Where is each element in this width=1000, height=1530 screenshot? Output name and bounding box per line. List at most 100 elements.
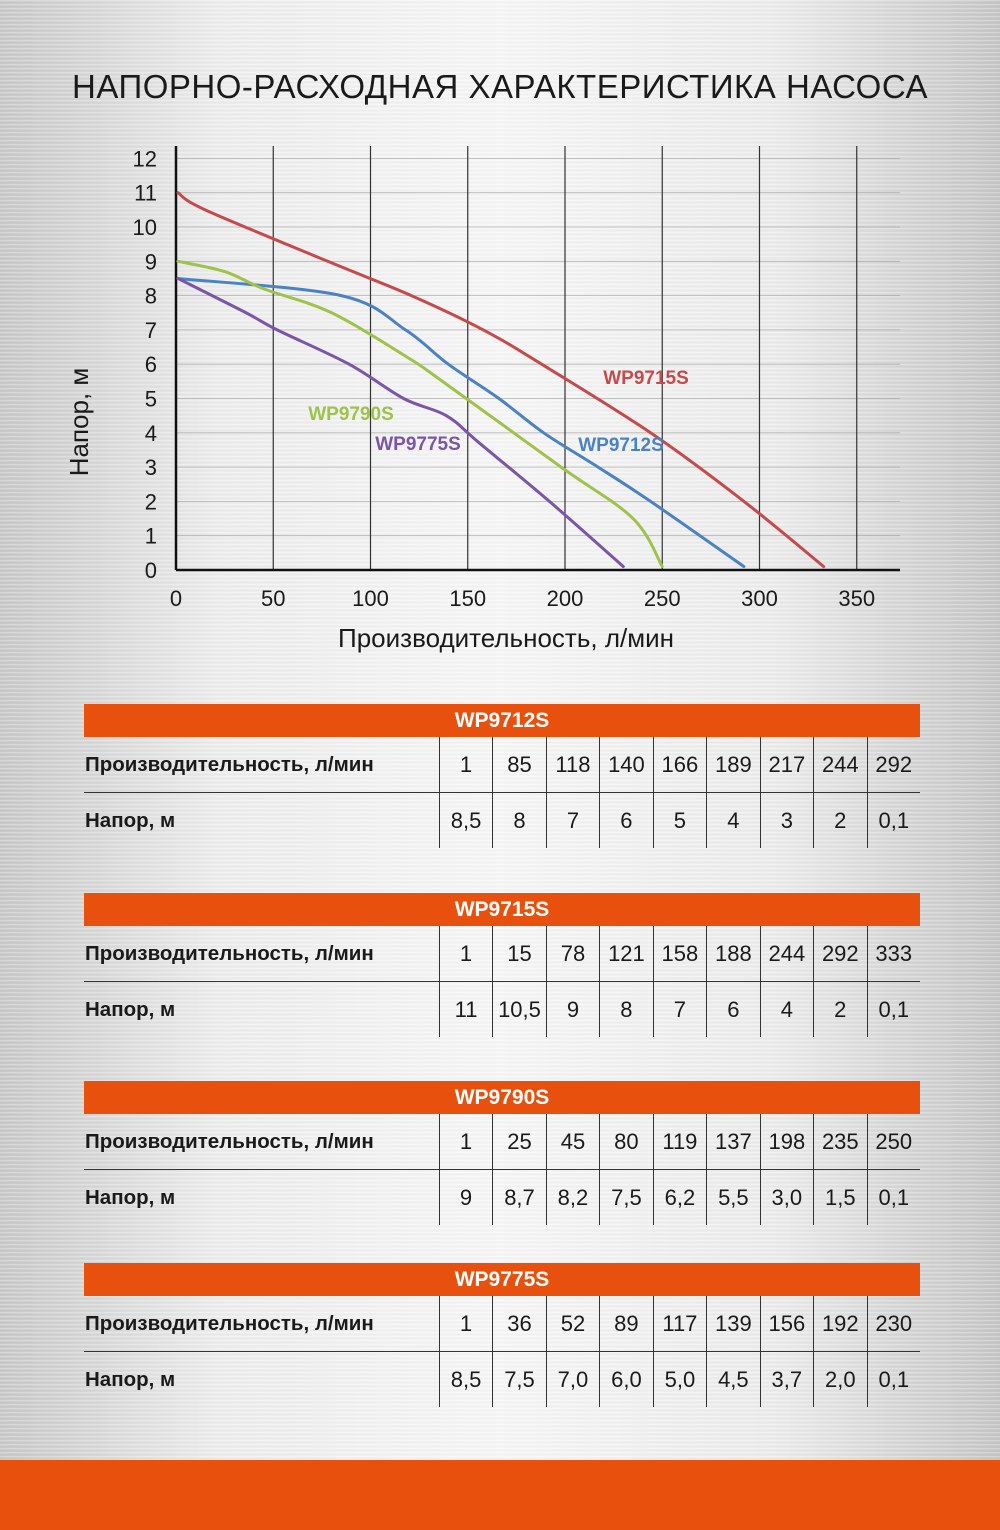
table-cell: 8,2 — [545, 1170, 599, 1225]
table-row-head-row: Напор, м 9 8,7 8,2 7,5 6,2 5,5 3,0 1,5 0,1 — [84, 1169, 920, 1225]
table-row-head-row: Напор, м 8,5 7,5 7,0 6,0 5,0 4,5 3,7 2,0 0,1 — [84, 1351, 920, 1407]
chart-axes — [174, 146, 900, 572]
y-tick-label: 9 — [145, 249, 157, 274]
table-cell: 6 — [706, 982, 759, 1037]
series-line-wp9790s — [176, 259, 664, 569]
table-cell: 7,5 — [599, 1170, 652, 1225]
table-cell: 198 — [759, 1114, 813, 1169]
table-cell: 140 — [599, 737, 652, 792]
table-cell: 189 — [706, 737, 759, 792]
table-cell: 78 — [545, 926, 599, 981]
table-cell: 80 — [599, 1114, 652, 1169]
row-label: Напор, м — [85, 809, 176, 832]
y-tick-label: 8 — [145, 284, 157, 309]
x-tick-label: 50 — [261, 586, 285, 611]
table-cell: 8 — [599, 982, 652, 1037]
table-cell: 244 — [759, 926, 813, 981]
series-label-wp9715s: WP9715S — [603, 368, 689, 389]
table-cell: 192 — [813, 1296, 866, 1351]
table-cell: 1 — [438, 926, 492, 981]
table-cell: 333 — [866, 926, 920, 981]
table-row-head-row: Напор, м 8,5 8 7 6 5 4 3 2 0,1 — [84, 792, 920, 848]
row-label: Производительность, л/мин — [85, 942, 374, 965]
table-cell: 36 — [492, 1296, 545, 1351]
series-line-wp9715s — [176, 191, 826, 569]
table-cell: 7 — [652, 982, 706, 1037]
series-line-wp9775s — [176, 276, 625, 569]
x-tick-label: 300 — [741, 586, 778, 611]
row-label: Производительность, л/мин — [85, 753, 374, 776]
table-cell: 1,5 — [813, 1170, 866, 1225]
table-cell: 52 — [545, 1296, 599, 1351]
table-cell: 121 — [599, 926, 652, 981]
row-label: Производительность, л/мин — [85, 1312, 374, 1335]
table-cell: 0,1 — [866, 1170, 920, 1225]
table-cell: 292 — [813, 926, 866, 981]
table-cell: 85 — [492, 737, 545, 792]
y-tick-label: 2 — [145, 489, 157, 514]
y-tick-label: 7 — [145, 318, 157, 343]
table-cell: 235 — [813, 1114, 866, 1169]
y-tick-label: 6 — [145, 352, 157, 377]
table-cell: 119 — [652, 1114, 706, 1169]
table-cell: 7,0 — [545, 1352, 599, 1407]
x-tick-label: 150 — [449, 586, 486, 611]
table-cell: 3 — [759, 793, 813, 848]
table-cell: 10,5 — [492, 982, 545, 1037]
y-tick-label: 1 — [145, 524, 157, 549]
table-cell: 15 — [492, 926, 545, 981]
table-cell: 3,7 — [759, 1352, 813, 1407]
table-header-model: WP9715S — [84, 893, 920, 926]
table-cell: 7,5 — [492, 1352, 545, 1407]
table-cell: 4 — [759, 982, 813, 1037]
y-tick-label: 5 — [145, 387, 157, 412]
table-header-model: WP9775S — [84, 1263, 920, 1296]
table-cell: 2 — [813, 982, 866, 1037]
footer-band — [0, 1460, 1000, 1530]
table-cell: 188 — [706, 926, 759, 981]
chart-series — [176, 191, 826, 569]
table-row-flow-row: Производительность, л/мин 1 15 78 121 158 188 2… — [84, 926, 920, 981]
table-header-model: WP9712S — [84, 704, 920, 737]
table-cell: 0,1 — [866, 982, 920, 1037]
table-cell: 3,0 — [759, 1170, 813, 1225]
table-cell: 8,7 — [492, 1170, 545, 1225]
table-cell: 1 — [438, 1114, 492, 1169]
table-cell: 117 — [652, 1296, 706, 1351]
table-cell: 45 — [545, 1114, 599, 1169]
table-cell: 5,0 — [652, 1352, 706, 1407]
series-label-wp9790s: WP9790S — [308, 404, 394, 425]
table-row-flow-row: Производительность, л/мин 1 25 45 80 119 137 19… — [84, 1114, 920, 1169]
x-axis-label: Производительность, л/мин — [338, 623, 674, 653]
table-cell: 0,1 — [866, 1352, 920, 1407]
table-cell: 156 — [759, 1296, 813, 1351]
table-cell: 5 — [652, 793, 706, 848]
table-row-head-row: Напор, м 11 10,5 9 8 7 6 4 2 0,1 — [84, 981, 920, 1037]
row-label: Напор, м — [85, 1368, 176, 1391]
table-cell: 6,2 — [652, 1170, 706, 1225]
table-header-model: WP9790S — [84, 1081, 920, 1114]
table-cell: 139 — [706, 1296, 759, 1351]
table-cell: 118 — [545, 737, 599, 792]
y-tick-label: 10 — [133, 215, 157, 240]
y-tick-label: 12 — [133, 146, 157, 171]
table-cell: 9 — [545, 982, 599, 1037]
table-cell: 89 — [599, 1296, 652, 1351]
table-cell: 8,5 — [438, 1352, 492, 1407]
table-cell: 2 — [813, 793, 866, 848]
table-cell: 230 — [866, 1296, 920, 1351]
table-cell: 6,0 — [599, 1352, 652, 1407]
table-cell: 4 — [706, 793, 759, 848]
table-cell: 292 — [866, 737, 920, 792]
table-cell: 158 — [652, 926, 706, 981]
table-cell: 0,1 — [866, 793, 920, 848]
table-cell: 9 — [438, 1170, 492, 1225]
y-tick-label: 0 — [145, 558, 157, 583]
table-cell: 250 — [866, 1114, 920, 1169]
page-title: НАПОРНО-РАСХОДНАЯ ХАРАКТЕРИСТИКА НАСОСА — [72, 68, 928, 105]
chart-grid — [176, 146, 900, 570]
row-label: Напор, м — [85, 1186, 176, 1209]
table-cell: 2,0 — [813, 1352, 866, 1407]
table-row-flow-row: Производительность, л/мин 1 85 118 140 166 189… — [84, 737, 920, 792]
